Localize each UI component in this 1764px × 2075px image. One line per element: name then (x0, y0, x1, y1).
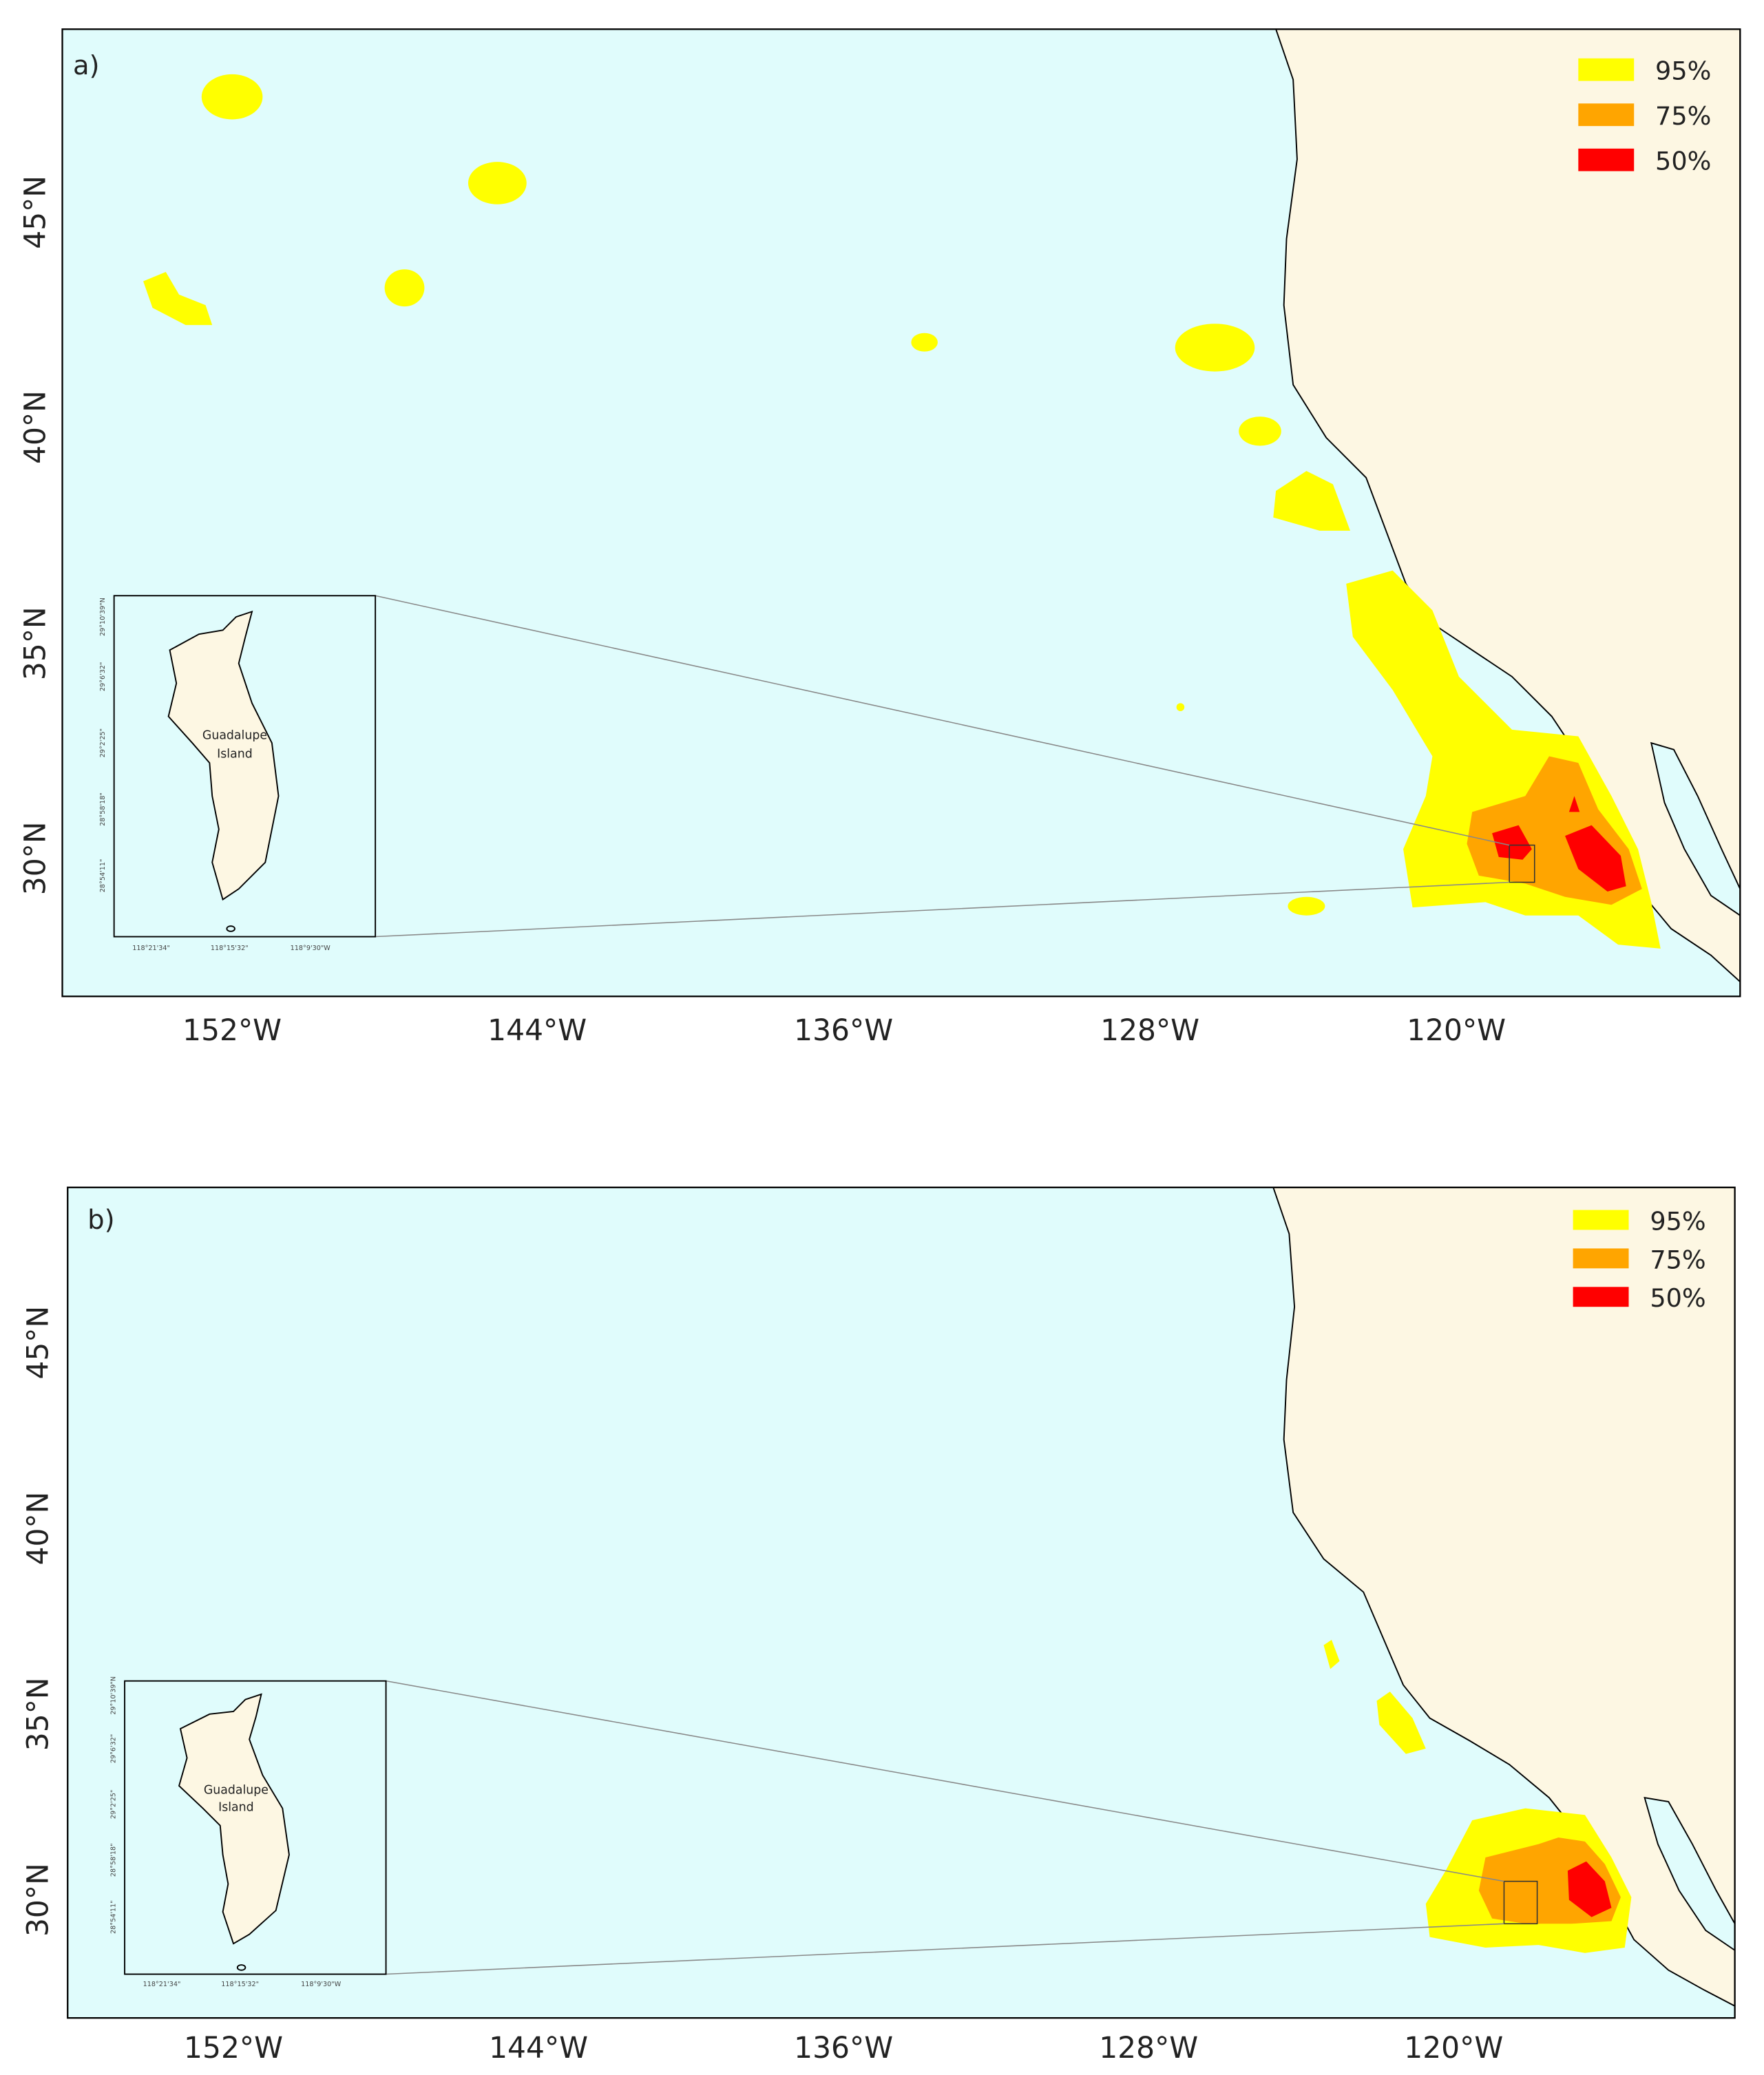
legend-swatch (1573, 1287, 1629, 1307)
inset-x-tick: 118°15'32" (211, 945, 249, 952)
y-tick-label: 40°N (21, 1492, 54, 1566)
inset-y-tick: 29°10'39"N (110, 1676, 118, 1715)
x-tick-label: 128°W (1100, 1013, 1199, 1047)
inset-x-tick: 118°15'32" (221, 1981, 259, 1988)
y-tick-label: 30°N (19, 821, 52, 895)
connector (386, 1923, 1504, 1975)
inset-y-tick: 28°58'18" (110, 1843, 118, 1877)
panel-label: a) (73, 50, 100, 81)
island (178, 1693, 290, 1945)
islet (226, 925, 235, 932)
legend-label: 95% (1650, 1206, 1705, 1236)
gulf (1650, 741, 1741, 916)
x-tick-label: 152°W (182, 1013, 282, 1047)
y-tick-label: 35°N (19, 607, 52, 680)
x-tick-label: 144°W (487, 1013, 587, 1047)
kernel-50 (1492, 796, 1626, 892)
panel-a: Guadalupe Island 118°21'34" 118°15'32" 1… (19, 28, 1741, 1047)
legend-label: 50% (1655, 147, 1711, 176)
legend-swatch (1578, 148, 1635, 171)
land (1272, 1187, 1735, 2007)
legend-label: 50% (1650, 1283, 1705, 1313)
kernel-50 (1567, 1861, 1612, 1917)
x-tick-label: 136°W (794, 1013, 893, 1047)
inset-label: Guadalupe (204, 1783, 269, 1797)
inset-marker (1509, 844, 1535, 883)
inset-label: Island (217, 747, 253, 761)
connector (386, 1680, 1504, 1882)
connector (375, 595, 1510, 846)
inset-y-tick: 29°6'32" (110, 1734, 118, 1764)
islet (236, 1964, 246, 1971)
y-tick-label: 45°N (21, 1306, 54, 1380)
legend-label: 75% (1655, 101, 1711, 131)
inset-label: Guadalupe (202, 728, 267, 742)
frame (61, 28, 1741, 998)
legend-swatch (1578, 103, 1635, 127)
x-tick-label: 152°W (184, 2031, 283, 2065)
y-tick-label: 45°N (19, 176, 52, 249)
legend-swatch (1573, 1248, 1629, 1269)
inset-x-tick: 118°9'30"W (301, 1981, 342, 1988)
connector (375, 881, 1510, 938)
inset-marker (1503, 1880, 1538, 1925)
inset-y-tick: 28°54'11" (110, 1900, 118, 1934)
panel-b: Guadalupe Island 118°21'34" 118°15'32" 1… (21, 1186, 1736, 2065)
inset-x-tick: 118°9'30"W (291, 945, 331, 952)
y-tick-label: 30°N (21, 1863, 54, 1937)
x-tick-label: 136°W (794, 2031, 893, 2065)
inset-y-tick: 29°10'39"N (99, 598, 107, 636)
inset-label: Island (218, 1801, 254, 1815)
inset-y-tick: 29°2'25" (99, 728, 107, 758)
x-tick-label: 120°W (1404, 2031, 1503, 2065)
gulf (1644, 1797, 1735, 1952)
x-tick-label: 128°W (1099, 2031, 1198, 2065)
frame (67, 1186, 1736, 2019)
y-tick-label: 40°N (19, 390, 52, 464)
panel-label: b) (87, 1204, 114, 1235)
y-tick-label: 35°N (21, 1677, 54, 1751)
inset-x-tick: 118°21'34" (132, 945, 170, 952)
land (1275, 29, 1741, 983)
x-tick-label: 144°W (489, 2031, 588, 2065)
island (167, 610, 280, 901)
legend-label: 75% (1650, 1245, 1705, 1274)
inset-y-tick: 28°58'18" (99, 792, 107, 826)
legend-label: 95% (1655, 56, 1711, 86)
legend-swatch (1573, 1210, 1629, 1230)
legend-swatch (1578, 58, 1635, 81)
inset-y-tick: 28°54'11" (99, 859, 107, 893)
inset-y-tick: 29°2'25" (110, 1790, 118, 1820)
inset-y-tick: 29°6'32" (99, 662, 107, 692)
x-tick-label: 120°W (1407, 1013, 1506, 1047)
inset-x-tick: 118°21'34" (143, 1981, 181, 1988)
